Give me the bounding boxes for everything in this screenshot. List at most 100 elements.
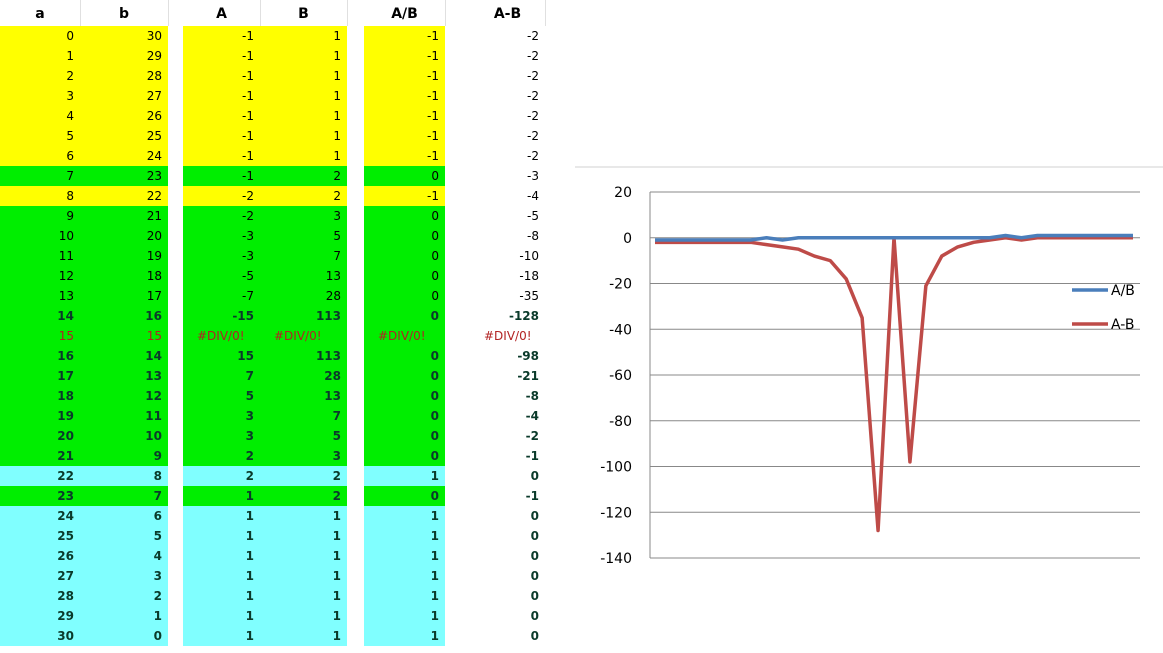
cell-col-B[interactable]: 1 [260, 106, 347, 126]
cell-col-B[interactable]: 1 [260, 606, 347, 626]
header-col-A[interactable]: A [183, 0, 261, 26]
cell-col-B[interactable]: #DIV/0! [260, 326, 347, 346]
cell-col-A[interactable]: 5 [183, 386, 260, 406]
cell-col-A-div-B[interactable]: 1 [364, 506, 445, 526]
cell-col-A[interactable]: 2 [183, 446, 260, 466]
cell-col-A[interactable]: -1 [183, 66, 260, 86]
cell-col-A[interactable]: #DIV/0! [183, 326, 260, 346]
cell-col-a[interactable]: 0 [0, 26, 80, 46]
cell-col-a[interactable]: 3 [0, 86, 80, 106]
cell-col-A-div-B[interactable]: 0 [364, 346, 445, 366]
cell-col-B[interactable]: 1 [260, 26, 347, 46]
cell-col-B[interactable]: 13 [260, 266, 347, 286]
cell-col-A-div-B[interactable]: -1 [364, 46, 445, 66]
cell-col-A-minus-B[interactable]: -2 [527, 129, 539, 143]
cell-col-A-minus-B[interactable]: 0 [530, 629, 539, 643]
cell-col-A-minus-B[interactable]: -4 [525, 409, 539, 423]
cell-col-b[interactable]: 7 [80, 486, 168, 506]
cell-col-A[interactable]: 1 [183, 506, 260, 526]
cell-col-A[interactable]: 3 [183, 426, 260, 446]
cell-col-A-div-B[interactable]: 0 [364, 206, 445, 226]
cell-col-b[interactable]: 8 [80, 466, 168, 486]
cell-col-A[interactable]: -2 [183, 186, 260, 206]
cell-col-A-minus-B[interactable]: 0 [530, 609, 539, 623]
cell-col-A-div-B[interactable]: 0 [364, 226, 445, 246]
cell-col-b[interactable]: 6 [80, 506, 168, 526]
cell-col-A-div-B[interactable]: -1 [364, 146, 445, 166]
cell-col-A-div-B[interactable]: 0 [364, 426, 445, 446]
cell-col-A[interactable]: -1 [183, 46, 260, 66]
cell-col-A-minus-B[interactable]: -8 [525, 389, 539, 403]
cell-col-B[interactable]: 2 [260, 486, 347, 506]
cell-col-A-minus-B[interactable]: #DIV/0! [484, 329, 532, 343]
cell-col-A-div-B[interactable]: 1 [364, 606, 445, 626]
cell-col-b[interactable]: 21 [80, 206, 168, 226]
cell-col-a[interactable]: 19 [0, 406, 80, 426]
cell-col-b[interactable]: 27 [80, 86, 168, 106]
cell-col-A[interactable]: -7 [183, 286, 260, 306]
cell-col-A-div-B[interactable]: -1 [364, 66, 445, 86]
cell-col-b[interactable]: 26 [80, 106, 168, 126]
cell-col-A-div-B[interactable]: 0 [364, 246, 445, 266]
cell-col-A[interactable]: 3 [183, 406, 260, 426]
cell-col-A[interactable]: -3 [183, 226, 260, 246]
cell-col-A-minus-B[interactable]: -98 [517, 349, 539, 363]
cell-col-B[interactable]: 5 [260, 226, 347, 246]
cell-col-A[interactable]: -3 [183, 246, 260, 266]
cell-col-a[interactable]: 25 [0, 526, 80, 546]
cell-col-A[interactable]: -1 [183, 26, 260, 46]
cell-col-a[interactable]: 24 [0, 506, 80, 526]
cell-col-b[interactable]: 19 [80, 246, 168, 266]
cell-col-A-minus-B[interactable]: 0 [530, 549, 539, 563]
cell-col-b[interactable]: 11 [80, 406, 168, 426]
cell-col-A-minus-B[interactable]: -2 [527, 89, 539, 103]
cell-col-A-minus-B[interactable]: -2 [527, 49, 539, 63]
cell-col-b[interactable]: 28 [80, 66, 168, 86]
cell-col-A[interactable]: -1 [183, 146, 260, 166]
cell-col-A[interactable]: -1 [183, 86, 260, 106]
cell-col-A[interactable]: -1 [183, 126, 260, 146]
cell-col-b[interactable]: 9 [80, 446, 168, 466]
cell-col-a[interactable]: 27 [0, 566, 80, 586]
cell-col-B[interactable]: 1 [260, 126, 347, 146]
cell-col-A[interactable]: 1 [183, 546, 260, 566]
cell-col-A[interactable]: 1 [183, 486, 260, 506]
cell-col-A-minus-B[interactable]: 0 [530, 469, 539, 483]
cell-col-b[interactable]: 23 [80, 166, 168, 186]
header-col-a[interactable]: a [0, 0, 81, 26]
cell-col-a[interactable]: 2 [0, 66, 80, 86]
cell-col-A-minus-B[interactable]: -18 [519, 269, 539, 283]
cell-col-A-minus-B[interactable]: 0 [530, 569, 539, 583]
cell-col-a[interactable]: 5 [0, 126, 80, 146]
cell-col-A-div-B[interactable]: 0 [364, 406, 445, 426]
cell-col-A-div-B[interactable]: 0 [364, 386, 445, 406]
cell-col-A[interactable]: -1 [183, 106, 260, 126]
cell-col-b[interactable]: 22 [80, 186, 168, 206]
cell-col-A-minus-B[interactable]: -2 [525, 429, 539, 443]
cell-col-A-minus-B[interactable]: 0 [530, 529, 539, 543]
cell-col-A[interactable]: 7 [183, 366, 260, 386]
cell-col-A-div-B[interactable]: 0 [364, 306, 445, 326]
cell-col-B[interactable]: 113 [260, 346, 347, 366]
cell-col-A-minus-B[interactable]: -5 [527, 209, 539, 223]
cell-col-a[interactable]: 23 [0, 486, 80, 506]
cell-col-a[interactable]: 29 [0, 606, 80, 626]
cell-col-A-minus-B[interactable]: -2 [527, 109, 539, 123]
cell-col-a[interactable]: 1 [0, 46, 80, 66]
cell-col-A-div-B[interactable]: 1 [364, 526, 445, 546]
cell-col-B[interactable]: 13 [260, 386, 347, 406]
cell-col-A-minus-B[interactable]: -3 [527, 169, 539, 183]
cell-col-A-div-B[interactable]: 0 [364, 166, 445, 186]
cell-col-A-minus-B[interactable]: -8 [527, 229, 539, 243]
cell-col-b[interactable]: 17 [80, 286, 168, 306]
cell-col-a[interactable]: 13 [0, 286, 80, 306]
cell-col-B[interactable]: 2 [260, 466, 347, 486]
header-col-A-minus-B[interactable]: A-B [470, 0, 546, 26]
cell-col-B[interactable]: 113 [260, 306, 347, 326]
cell-col-A[interactable]: 1 [183, 606, 260, 626]
cell-col-A-minus-B[interactable]: 0 [530, 589, 539, 603]
cell-col-b[interactable]: 13 [80, 366, 168, 386]
cell-col-b[interactable]: 4 [80, 546, 168, 566]
cell-col-A[interactable]: -2 [183, 206, 260, 226]
